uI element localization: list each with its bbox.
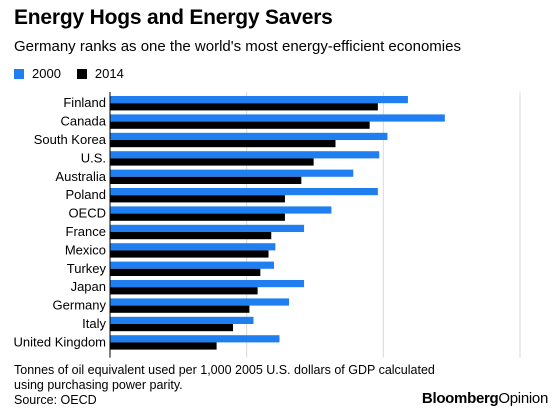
category-label-10: Japan [71, 279, 106, 294]
footnote-line-2: using purchasing power parity. [14, 378, 183, 392]
bar-2000-2 [110, 132, 388, 140]
footnote-line-1: Tonnes of oil equivalent used per 1,000 … [14, 363, 435, 377]
category-label-11: Germany [53, 298, 107, 313]
bar-2000-13 [110, 335, 280, 343]
bar-2000-3 [110, 151, 380, 159]
category-label-1: Canada [60, 114, 106, 129]
category-label-2: South Korea [34, 132, 107, 147]
legend-swatch-2000 [14, 68, 24, 79]
category-label-6: OECD [68, 206, 106, 221]
bar-2014-2 [110, 140, 336, 148]
bar-2000-11 [110, 298, 290, 306]
source-note: Source: OECD [14, 393, 97, 407]
brand-part-2: Opinion [498, 390, 548, 407]
bar-2014-8 [110, 250, 269, 258]
category-label-7: France [66, 224, 106, 239]
bar-2000-0 [110, 96, 408, 104]
bar-2000-12 [110, 316, 254, 324]
category-label-4: Australia [55, 169, 106, 184]
bar-2000-8 [110, 243, 276, 251]
bar-2014-0 [110, 103, 378, 111]
category-label-5: Poland [66, 187, 106, 202]
bar-2000-10 [110, 280, 305, 288]
bar-2014-12 [110, 324, 233, 332]
legend-item-2000: 2000 [14, 66, 61, 81]
brand-logo: BloombergOpinion [422, 390, 548, 407]
bar-2000-6 [110, 206, 332, 214]
category-label-3: U.S. [81, 150, 106, 165]
legend: 2000 2014 [14, 66, 140, 81]
bar-2014-10 [110, 287, 258, 295]
bar-2014-13 [110, 342, 217, 350]
category-label-8: Mexico [65, 242, 106, 257]
category-label-9: Turkey [67, 261, 107, 276]
bar-2000-7 [110, 224, 305, 232]
legend-label-2014: 2014 [94, 66, 124, 81]
bar-2000-4 [110, 169, 354, 177]
bar-2014-11 [110, 305, 250, 313]
bar-2014-1 [110, 121, 370, 129]
brand-part-1: Bloomberg [421, 390, 499, 407]
legend-item-2014: 2014 [76, 66, 124, 81]
bar-2014-4 [110, 176, 302, 184]
category-label-13: United Kingdom [14, 334, 107, 349]
bar-2014-9 [110, 268, 261, 276]
category-label-0: Finland [63, 95, 106, 110]
bar-2000-5 [110, 188, 378, 196]
chart-subtitle: Germany ranks as one the world's most en… [14, 38, 461, 55]
bar-2014-3 [110, 158, 314, 166]
legend-label-2000: 2000 [32, 66, 61, 81]
bar-2014-6 [110, 213, 285, 221]
footnote: Tonnes of oil equivalent used per 1,000 … [14, 363, 435, 408]
chart-title: Energy Hogs and Energy Savers [14, 6, 333, 29]
bar-chart: 0.000.100.200.30FinlandCanadaSouth Korea… [14, 92, 533, 362]
legend-swatch-2014 [76, 68, 87, 79]
bar-2000-1 [110, 114, 445, 122]
category-label-12: Italy [82, 316, 106, 331]
bar-2014-5 [110, 195, 285, 203]
bar-2000-9 [110, 261, 274, 269]
bar-2014-7 [110, 232, 272, 240]
